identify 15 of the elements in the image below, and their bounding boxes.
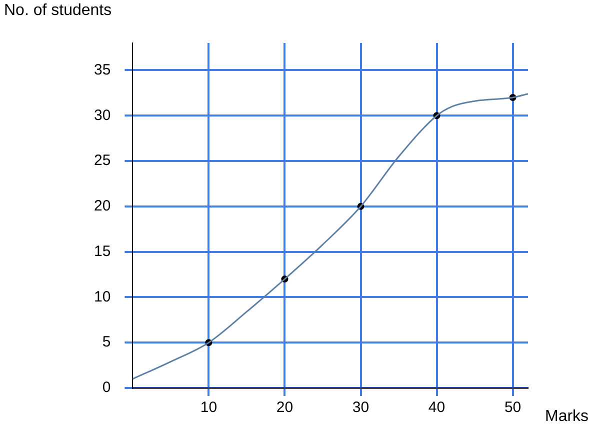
x-tick-label: 50 xyxy=(504,399,522,416)
y-tick-label: 5 xyxy=(102,334,111,351)
y-tick-label: 20 xyxy=(94,198,111,215)
y-tick-label: 25 xyxy=(94,152,111,170)
y-tick-label: 35 xyxy=(94,61,111,78)
y-axis-title: No. of students xyxy=(4,2,112,20)
x-tick-label: 30 xyxy=(352,399,370,416)
y-tick-label: 10 xyxy=(94,288,111,306)
x-tick-label: 10 xyxy=(200,399,218,416)
x-tick-label: 20 xyxy=(276,399,294,416)
y-tick-label: 0 xyxy=(102,379,111,396)
y-tick-label: 30 xyxy=(94,106,111,124)
x-axis-title: Marks xyxy=(545,408,589,426)
y-tick-label: 15 xyxy=(94,242,111,260)
x-tick-label: 40 xyxy=(428,399,446,416)
